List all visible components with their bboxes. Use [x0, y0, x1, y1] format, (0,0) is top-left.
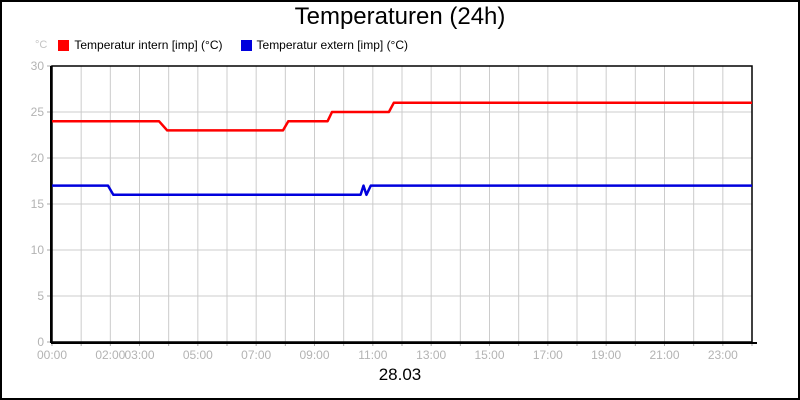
svg-text:20: 20 [31, 151, 45, 165]
svg-text:5: 5 [37, 289, 44, 303]
svg-text:09:00: 09:00 [299, 348, 329, 362]
svg-text:25: 25 [31, 105, 45, 119]
series-line-extern [52, 184, 752, 197]
svg-text:07:00: 07:00 [241, 348, 271, 362]
svg-text:05:00: 05:00 [183, 348, 213, 362]
svg-text:23:00: 23:00 [708, 348, 738, 362]
svg-text:30: 30 [31, 59, 45, 73]
legend-label-intern: Temperatur intern [imp] (°C) [74, 38, 223, 52]
legend-label-extern: Temperatur extern [imp] (°C) [256, 38, 409, 52]
svg-text:15:00: 15:00 [474, 348, 504, 362]
svg-text:10: 10 [31, 243, 45, 257]
legend-item-extern: Temperatur extern [imp] (°C) [240, 38, 409, 52]
x-axis-date-label: 28.03 [378, 365, 422, 384]
y-axis-unit-label: °C [35, 39, 48, 51]
svg-text:17:00: 17:00 [533, 348, 563, 362]
svg-text:03:00: 03:00 [124, 348, 154, 362]
svg-text:19:00: 19:00 [591, 348, 621, 362]
svg-text:21:00: 21:00 [649, 348, 679, 362]
series-line-intern [52, 101, 752, 132]
legend-swatch-intern-icon [58, 39, 70, 51]
svg-text:15: 15 [31, 197, 45, 211]
svg-text:02:00: 02:00 [95, 348, 125, 362]
tick-marks [47, 65, 753, 346]
svg-text:11:00: 11:00 [358, 348, 387, 362]
chart-title: Temperaturen (24h) [294, 3, 506, 30]
legend-item-intern: Temperatur intern [imp] (°C) [58, 38, 223, 52]
x-axis-labels: 00:00 02:00 03:00 05:00 07:00 09:00 11:00 13:00… [37, 348, 738, 362]
svg-text:0: 0 [37, 335, 44, 349]
legend: °C Temperatur intern [imp] (°C) Temperat… [35, 38, 426, 52]
legend-swatch-extern-icon [240, 39, 252, 51]
gridlines [52, 66, 752, 342]
svg-text:13:00: 13:00 [416, 348, 446, 362]
y-axis-labels: 0 5 10 15 20 25 30 [31, 59, 45, 349]
svg-text:00:00: 00:00 [37, 348, 67, 362]
